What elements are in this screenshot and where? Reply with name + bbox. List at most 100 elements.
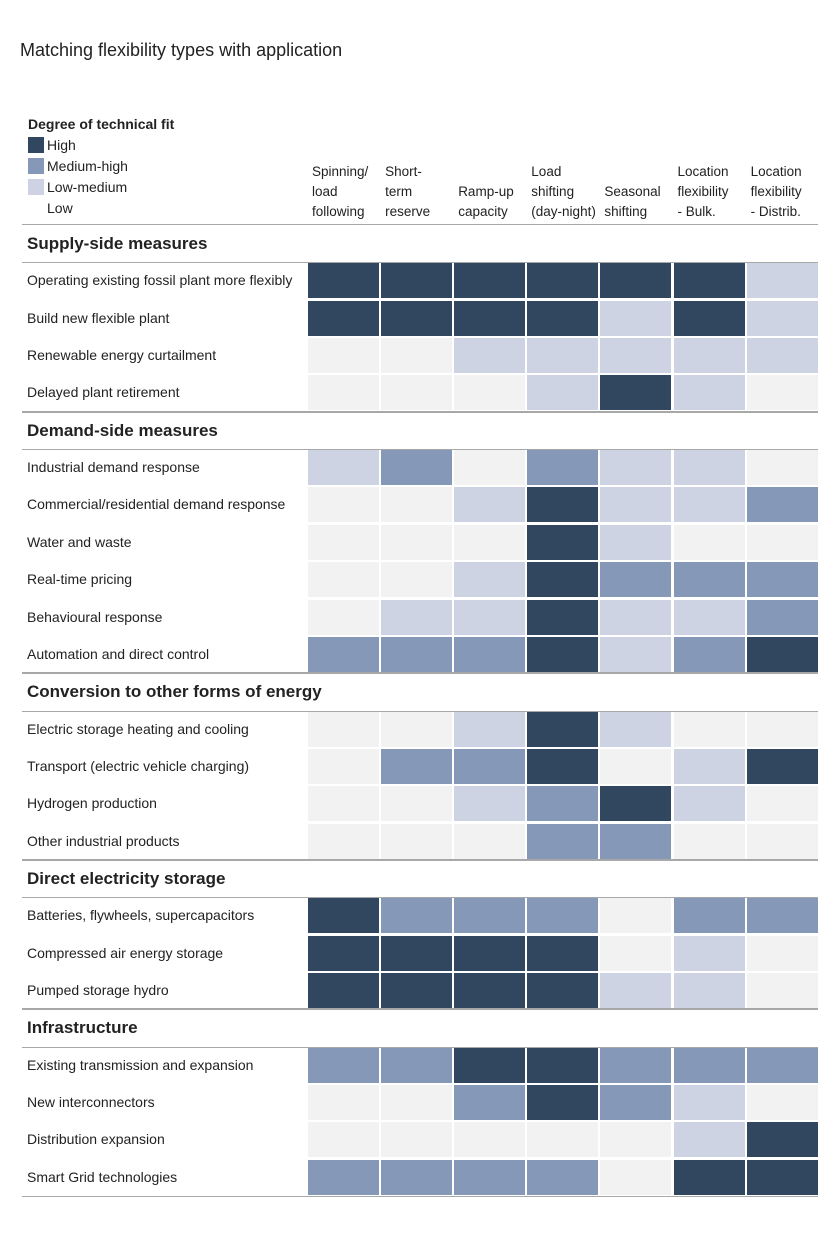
row-label: Distribution expansion	[27, 1131, 165, 1148]
heatmap-cell	[381, 450, 453, 486]
heatmap-cell	[454, 973, 526, 1008]
column-header-line: (day-night)	[531, 204, 596, 219]
heatmap-cell	[454, 375, 526, 411]
column-header-line: Ramp-up	[458, 184, 514, 199]
heatmap-cell	[381, 599, 453, 635]
heatmap-cell	[454, 562, 526, 598]
heatmap-cell	[527, 823, 599, 859]
column-header: Load shifting (day-night)	[526, 164, 598, 222]
heatmap-cell	[308, 786, 379, 822]
heatmap-cell	[454, 524, 526, 560]
section-label: Direct electricity storage	[27, 868, 226, 888]
row-label: Pumped storage hydro	[27, 982, 169, 998]
heatmap-cell	[746, 935, 818, 971]
column-header-line: Load	[531, 164, 562, 179]
section-label: Demand-side measures	[27, 420, 218, 440]
heatmap-cell	[454, 1122, 526, 1158]
row-label: Transport (electric vehicle charging)	[27, 757, 250, 774]
heatmap-cell	[527, 636, 599, 672]
row-label: Water and waste	[27, 533, 132, 550]
heatmap-cell	[600, 599, 672, 635]
heatmap-cell	[600, 450, 672, 486]
heatmap-cell	[527, 562, 599, 598]
table-row: Automation and direct control	[22, 636, 818, 673]
heatmap-cell	[381, 487, 453, 523]
heatmap-cell	[454, 748, 526, 784]
heatmap-cell	[381, 1047, 453, 1083]
heatmap-cell	[527, 599, 599, 635]
column-header-line: following	[312, 204, 365, 219]
heatmap-cell	[673, 1085, 745, 1121]
table-row: Build new flexible plant	[22, 300, 818, 337]
heatmap-cell	[308, 1122, 379, 1158]
legend-item-mh: Medium-high	[28, 155, 174, 176]
column-header-line: reserve	[385, 204, 431, 219]
heatmap-cell	[527, 1085, 599, 1121]
heatmap-cell	[673, 263, 745, 299]
legend-swatch	[28, 178, 44, 195]
divider	[22, 449, 818, 451]
table-row: Pumped storage hydro	[22, 972, 818, 1009]
heatmap-cell	[527, 450, 599, 486]
table-row: Other industrial products	[22, 823, 818, 860]
heatmap-cell	[673, 375, 745, 411]
heatmap-cell	[746, 375, 818, 411]
heatmap-cell	[381, 1122, 453, 1158]
heatmap-cell	[381, 300, 453, 336]
table-row: Water and waste	[22, 524, 818, 561]
heatmap-cell	[527, 973, 599, 1008]
column-header-line: Seasonal	[604, 184, 661, 199]
heatmap-cell	[600, 973, 672, 1008]
heatmap-cell	[308, 1159, 379, 1195]
heatmap-cell	[746, 786, 818, 822]
heatmap-cell	[527, 263, 599, 299]
heatmap-cell	[600, 1085, 672, 1121]
heatmap-cell	[746, 636, 818, 672]
legend-title: Degree of technical fit	[28, 116, 175, 132]
legend-label: High	[47, 136, 76, 153]
legend-swatch	[28, 136, 44, 153]
column-header-line: flexibility	[677, 184, 729, 199]
heatmap-cell	[673, 823, 745, 859]
column-header-line: Spinning/	[312, 164, 369, 179]
heatmap-cell	[600, 935, 672, 971]
column-header: Location flexibility - Distrib.	[746, 164, 818, 222]
heatmap-cell	[673, 748, 745, 784]
row-label: Existing transmission and expansion	[27, 1056, 254, 1073]
heatmap-cell	[308, 636, 379, 672]
legend-item-l: Low	[28, 197, 174, 218]
row-label: Industrial demand response	[27, 459, 200, 476]
table-row: Behavioural response	[22, 599, 818, 636]
heatmap-cell	[454, 599, 526, 635]
heatmap-cell	[381, 1159, 453, 1195]
heatmap-cell	[746, 263, 818, 299]
heatmap-cell	[600, 898, 672, 934]
row-label: Operating existing fossil plant more fle…	[27, 272, 293, 289]
heatmap-cell	[746, 562, 818, 598]
section-label: Infrastructure	[27, 1018, 138, 1038]
column-header-line: - Distrib.	[750, 204, 801, 219]
column-header: Location flexibility - Bulk.	[673, 164, 745, 222]
heatmap-cell	[454, 1085, 526, 1121]
heatmap-cell	[381, 935, 453, 971]
legend-swatch	[28, 200, 44, 216]
heatmap-cell	[673, 562, 745, 598]
row-label: Real-time pricing	[27, 571, 133, 588]
section-header: Supply-side measures	[22, 225, 818, 262]
heatmap-cell	[308, 263, 379, 299]
heatmap-cell	[746, 1085, 818, 1121]
heatmap-cell	[308, 1047, 379, 1083]
table-row: Delayed plant retirement	[22, 374, 818, 411]
heatmap-cell	[308, 599, 379, 635]
section-header: Direct electricity storage	[22, 860, 818, 897]
heatmap-cell	[527, 711, 599, 747]
column-header-line: flexibility	[750, 184, 802, 199]
row-label: Commercial/residential demand response	[27, 496, 286, 513]
heatmap-cell	[600, 263, 672, 299]
heatmap-cell	[454, 1047, 526, 1083]
heatmap-cell	[308, 375, 379, 411]
heatmap-cell	[600, 1159, 672, 1195]
heatmap-cell	[527, 748, 599, 784]
heatmap-cell	[600, 375, 672, 411]
heatmap-cell	[746, 524, 818, 560]
